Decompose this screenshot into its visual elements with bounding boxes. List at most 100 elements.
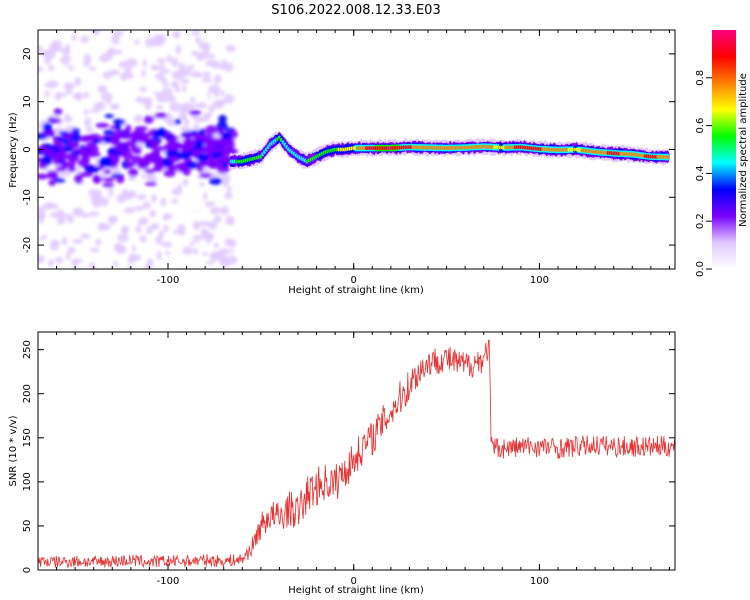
noise-blob (198, 51, 208, 59)
noise-band-blob (217, 157, 226, 164)
noise-blob (142, 59, 148, 68)
noise-band-blob (125, 161, 136, 168)
noise-blob (47, 80, 59, 89)
noise-band-blob (205, 125, 218, 135)
noise-band-blob (143, 115, 155, 124)
noise-band-blob (49, 117, 61, 124)
noise-blob (158, 33, 166, 44)
noise-band-blob (218, 138, 230, 148)
noise-blob (155, 235, 163, 245)
spectrogram-ytick-label: 20 (22, 48, 33, 61)
noise-blob (109, 218, 117, 225)
snr-panel: -100 0 100 0 50 100 150 200 250 Height of straig… (8, 331, 676, 596)
noise-blob (165, 73, 173, 79)
noise-band-blob (184, 140, 196, 147)
noise-blob (108, 47, 115, 56)
snr-frame (37, 331, 676, 571)
noise-blob (149, 209, 157, 218)
noise-band-blob (104, 114, 114, 119)
noise-band-blob (62, 145, 74, 152)
noise-blob (142, 201, 151, 209)
noise-band-blob (189, 109, 202, 116)
noise-band-blob (174, 118, 182, 125)
noise-blob (155, 93, 162, 100)
noise-blob (205, 53, 216, 59)
noise-blob (99, 53, 111, 63)
noise-band-blob (132, 129, 146, 140)
noise-blob (91, 30, 101, 36)
noise-band-blob (103, 129, 115, 136)
colorbar-tick-label: 0.4 (695, 165, 706, 181)
snr-xtick-label: 0 (351, 576, 357, 587)
noise-blob (150, 63, 155, 71)
noise-blob (146, 172, 154, 180)
noise-blob (38, 45, 43, 53)
spectrogram-ytick-label: 10 (22, 95, 33, 108)
noise-blob (123, 207, 136, 214)
noise-blob (160, 62, 165, 72)
noise-blob (89, 247, 100, 253)
noise-blob (62, 48, 71, 56)
noise-band-blob (53, 177, 66, 183)
noise-band-blob (164, 142, 177, 151)
noise-blob (161, 82, 170, 88)
noise-blob (131, 244, 136, 253)
noise-blob (175, 44, 182, 55)
noise-band-blob (89, 166, 101, 173)
noise-blob (161, 68, 171, 74)
noise-blob (156, 105, 164, 110)
noise-band-blob (181, 133, 196, 138)
noise-band-blob (58, 131, 70, 136)
noise-band-blob (78, 171, 93, 178)
noise-band-blob (102, 177, 116, 182)
noise-blob (171, 198, 179, 204)
noise-blob (95, 157, 100, 168)
noise-band-blob (197, 162, 204, 173)
noise-band-blob (86, 151, 101, 158)
spectrogram-ylabel: Frequency (Hz) (8, 112, 19, 188)
noise-blob (203, 192, 208, 201)
noise-band-blob (100, 156, 113, 167)
noise-blob (226, 186, 233, 192)
noise-blob (201, 77, 213, 83)
spectrogram-xtick-label: 100 (530, 275, 549, 286)
noise-blob (217, 100, 225, 107)
noise-band-blob (102, 182, 115, 188)
noise-blob (179, 125, 190, 132)
colorbar-tick-label: 0.0 (695, 261, 706, 277)
noise-blob (165, 55, 173, 63)
noise-blob (86, 215, 99, 221)
noise-blob (80, 35, 89, 44)
noise-band-blob (118, 142, 131, 147)
noise-band-blob (144, 181, 158, 186)
noise-blob (141, 69, 146, 78)
noise-band-blob (211, 146, 225, 153)
colorbar-tick-label: 0.8 (695, 70, 706, 86)
noise-blob (161, 87, 173, 97)
noise-band-blob (199, 172, 212, 179)
noise-blob (170, 80, 180, 89)
noise-band-blob (71, 127, 81, 134)
noise-band-blob (46, 170, 59, 178)
snr-xtick-label: -100 (157, 576, 180, 587)
noise-blob (192, 242, 202, 250)
snr-ytick-label: 200 (22, 384, 33, 403)
noise-band-blob (116, 175, 125, 184)
noise-blob (204, 230, 210, 240)
noise-blob (221, 177, 230, 188)
noise-blob (203, 48, 209, 53)
noise-blob (194, 36, 202, 44)
noise-band-blob (198, 128, 206, 136)
noise-blob (124, 192, 133, 198)
noise-blob (204, 112, 213, 118)
noise-band-blob (77, 150, 90, 156)
noise-band-blob (53, 108, 63, 116)
noise-band-blob (124, 124, 132, 133)
noise-blob (192, 247, 199, 255)
noise-band-blob (221, 131, 233, 140)
noise-blob (124, 66, 132, 74)
noise-blob (205, 260, 216, 265)
noise-blob (64, 90, 73, 95)
noise-blob (179, 103, 191, 113)
